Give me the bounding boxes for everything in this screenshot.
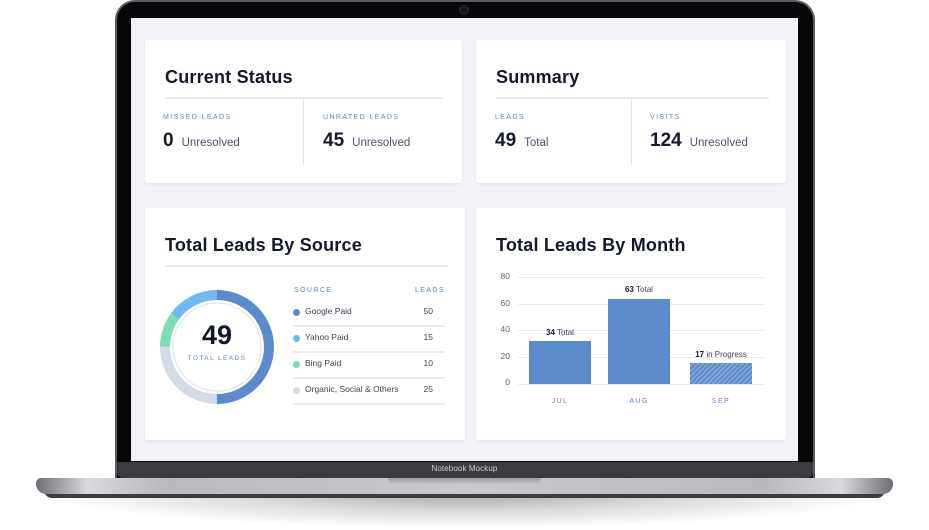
y-axis-tick: 40 bbox=[500, 324, 510, 334]
source-name: Google Paid bbox=[305, 306, 352, 316]
laptop-notch bbox=[388, 478, 541, 484]
stat-number: 49 bbox=[495, 130, 517, 151]
divider bbox=[496, 97, 769, 99]
card-title: Current Status bbox=[165, 67, 293, 87]
legend-dot-icon bbox=[293, 309, 300, 316]
dashboard-screen: Current Status MISSED LEADS 0 Unresolved… bbox=[131, 18, 798, 461]
unrated-leads-value: 45 Unresolved bbox=[323, 130, 410, 152]
laptop-chin bbox=[117, 462, 813, 478]
bar-suffix: Total bbox=[557, 328, 574, 337]
leads-by-month-card: Total Leads By Month 80 60 40 20 0 34 To… bbox=[476, 208, 786, 440]
stat-number: 124 bbox=[650, 130, 682, 151]
bar-suffix: Total bbox=[636, 285, 653, 294]
source-leads: 50 bbox=[423, 306, 433, 316]
leads-label: LEADS bbox=[495, 114, 525, 121]
bar-label-aug: 63 Total bbox=[599, 285, 679, 294]
stat-unit: Unresolved bbox=[181, 137, 240, 149]
source-row: Google Paid 50 bbox=[293, 301, 445, 327]
leads-by-source-card: Total Leads By Source 49 TOTAL LEADS SOU… bbox=[145, 208, 465, 440]
card-title: Total Leads By Source bbox=[165, 235, 362, 255]
source-leads: 10 bbox=[423, 358, 433, 368]
y-axis-tick: 80 bbox=[500, 271, 510, 281]
missed-leads-label: MISSED LEADS bbox=[163, 114, 232, 121]
divider bbox=[303, 99, 304, 165]
visits-value: 124 Unresolved bbox=[650, 130, 748, 152]
bar-suffix: in Progress bbox=[706, 350, 747, 359]
donut-total: 49 bbox=[201, 320, 233, 350]
source-row: Organic, Social & Others 25 bbox=[293, 379, 445, 405]
divider bbox=[631, 99, 632, 165]
laptop-base bbox=[36, 478, 893, 494]
bar-label-jul: 34 Total bbox=[520, 328, 600, 337]
source-name: Bing Paid bbox=[305, 358, 342, 368]
x-axis-tick: JUL bbox=[551, 398, 569, 405]
bar-label-sep: 17 in Progress bbox=[676, 350, 766, 359]
missed-leads-value: 0 Unresolved bbox=[163, 130, 240, 152]
gridline bbox=[518, 277, 764, 278]
stat-unit: Total bbox=[524, 137, 549, 149]
bar-sep[interactable] bbox=[690, 363, 752, 384]
bar-aug[interactable] bbox=[608, 299, 670, 384]
donut-chart-graphic bbox=[160, 290, 274, 404]
y-axis-tick: 20 bbox=[500, 351, 510, 361]
stat-unit: Unresolved bbox=[352, 137, 411, 149]
bar-jul[interactable] bbox=[529, 341, 591, 384]
source-name: Organic, Social & Others bbox=[305, 384, 399, 394]
summary-card: Summary LEADS 49 Total VISITS 124 Unreso… bbox=[476, 40, 786, 183]
stat-number: 0 bbox=[163, 130, 174, 151]
legend-dot-icon bbox=[293, 361, 300, 368]
bar-value: 17 bbox=[695, 350, 705, 359]
y-axis-tick: 60 bbox=[500, 298, 510, 308]
source-leads: 15 bbox=[423, 332, 433, 342]
current-status-card: Current Status MISSED LEADS 0 Unresolved… bbox=[145, 40, 462, 183]
unrated-leads-label: UNRATED LEADS bbox=[323, 114, 400, 121]
x-axis-tick: SEP bbox=[711, 398, 731, 405]
x-axis-tick: AUG bbox=[629, 398, 649, 405]
bar-value: 63 bbox=[625, 285, 634, 294]
visits-label: VISITS bbox=[650, 114, 681, 121]
source-row: Yahoo Paid 15 bbox=[293, 327, 445, 353]
camera-icon bbox=[459, 5, 469, 15]
donut-chart: 49 TOTAL LEADS bbox=[160, 285, 274, 409]
card-title: Total Leads By Month bbox=[496, 235, 686, 255]
bar-value: 34 bbox=[546, 328, 555, 337]
source-leads: 25 bbox=[423, 384, 433, 394]
stat-unit: Unresolved bbox=[689, 137, 748, 149]
leads-column-header: LEADS bbox=[415, 287, 445, 294]
stat-number: 45 bbox=[323, 130, 345, 151]
y-axis-tick: 0 bbox=[505, 377, 510, 387]
legend-dot-icon bbox=[293, 335, 300, 342]
divider bbox=[165, 97, 443, 99]
card-title: Summary bbox=[496, 67, 580, 87]
gridline bbox=[518, 384, 764, 385]
legend-dot-icon bbox=[293, 387, 300, 394]
source-name: Yahoo Paid bbox=[305, 332, 349, 342]
device-label: Notebook Mockup bbox=[431, 464, 498, 473]
leads-value: 49 Total bbox=[495, 130, 548, 152]
donut-total-label: TOTAL LEADS bbox=[187, 355, 247, 362]
source-row: Bing Paid 10 bbox=[293, 353, 445, 379]
source-column-header: SOURCE bbox=[294, 287, 333, 294]
laptop-base-bottom bbox=[44, 490, 885, 498]
divider bbox=[165, 265, 447, 267]
